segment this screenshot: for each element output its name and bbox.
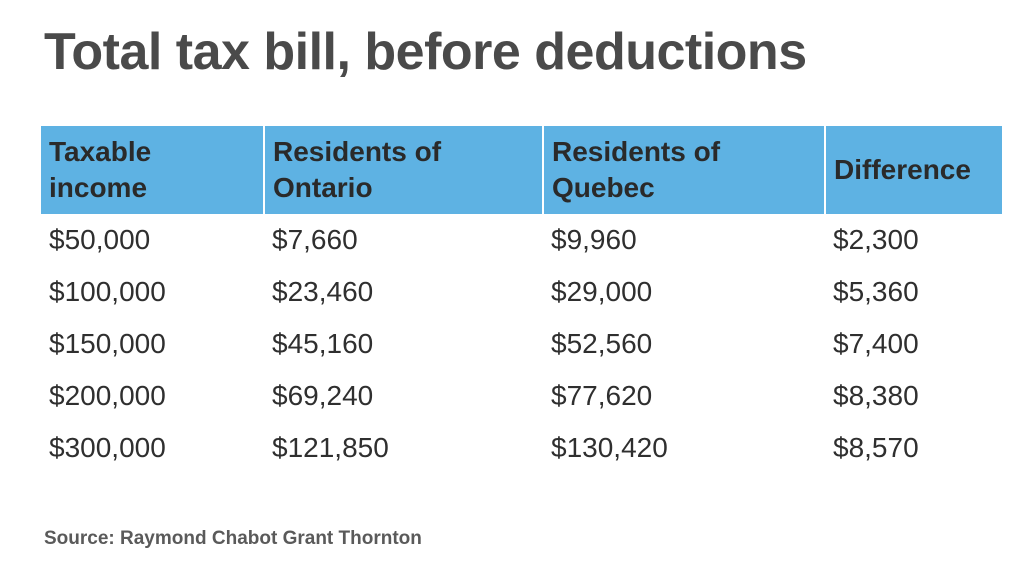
header-row: Taxable income Residents of Ontario Resi… xyxy=(41,126,1002,214)
chart-title: Total tax bill, before deductions xyxy=(44,23,807,81)
ontario-cell: $121,850 xyxy=(272,432,389,463)
taxable-income-cell: $300,000 xyxy=(49,432,166,463)
tax-bill-table: Taxable income Residents of Ontario Resi… xyxy=(41,126,1002,474)
quebec-cell: $9,960 xyxy=(551,224,637,255)
table-row: $200,000 $69,240 $77,620 $8,380 xyxy=(41,370,1002,422)
quebec-cell: $29,000 xyxy=(551,276,653,307)
taxable-income-cell: $200,000 xyxy=(49,380,166,411)
taxable-income-cell: $100,000 xyxy=(49,276,166,307)
taxable-income-cell: $150,000 xyxy=(49,328,166,359)
source-note: Source: Raymond Chabot Grant Thornton xyxy=(44,528,422,549)
header-residents-of-ontario: Residents of Ontario xyxy=(264,126,544,214)
header-taxable-income: Taxable income xyxy=(41,126,265,214)
difference-cell: $8,380 xyxy=(833,380,919,411)
difference-cell: $7,400 xyxy=(833,328,919,359)
ontario-cell: $23,460 xyxy=(272,276,374,307)
table-row: $150,000 $45,160 $52,560 $7,400 xyxy=(41,318,1002,370)
ontario-cell: $45,160 xyxy=(272,328,374,359)
quebec-cell: $130,420 xyxy=(551,432,668,463)
table-row: $50,000 $7,660 $9,960 $2,300 xyxy=(41,214,1002,266)
table-header: Taxable income Residents of Ontario Resi… xyxy=(41,126,1002,214)
difference-cell: $8,570 xyxy=(833,432,919,463)
ontario-cell: $7,660 xyxy=(272,224,358,255)
table-row: $300,000 $121,850 $130,420 $8,570 xyxy=(41,422,1002,474)
quebec-cell: $77,620 xyxy=(551,380,653,411)
header-residents-of-quebec: Residents of Quebec xyxy=(543,126,826,214)
header-difference: Difference xyxy=(825,126,1002,214)
difference-cell: $5,360 xyxy=(833,276,919,307)
taxable-income-cell: $50,000 xyxy=(49,224,151,255)
difference-cell: $2,300 xyxy=(833,224,919,255)
table-body: $50,000 $7,660 $9,960 $2,300 $100,000 $23,460… xyxy=(41,214,1002,474)
quebec-cell: $52,560 xyxy=(551,328,653,359)
table-row: $100,000 $23,460 $29,000 $5,360 xyxy=(41,266,1002,318)
ontario-cell: $69,240 xyxy=(272,380,374,411)
